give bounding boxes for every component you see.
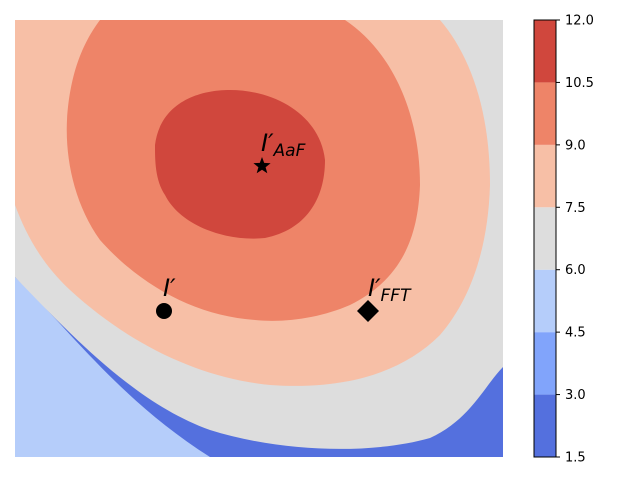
colorbar-tick-label: 1.5 [565,451,586,466]
point-i-prime: I′ [156,274,176,319]
point-fft: I′FFT [357,274,412,322]
point-aaf: I′AaF [253,129,306,174]
colorbar-tick-label: 6.0 [565,263,586,278]
point-aaf-label-sub: AaF [273,141,306,161]
colorbar-tick-label: 3.0 [565,388,586,403]
colorbar-tick-label: 7.5 [565,201,586,216]
point-aaf-label: I′AaF [261,129,306,161]
colorbar-bands [534,20,556,457]
point-i-prime-label: I′ [163,274,176,302]
point-i-prime-label-main: I′ [163,274,176,302]
colorbar-band [534,82,556,145]
colorbar-tick-label: 12.0 [565,14,594,29]
colorbar: 1.5 3.0 4.5 6.0 7.5 9.0 10.5 12.0 [533,14,594,466]
point-aaf-label-main: I′ [261,129,274,157]
colorbar-tick-label: 4.5 [565,326,586,341]
point-fft-label: I′FFT [368,274,412,306]
colorbar-band [534,332,556,395]
circle-marker [156,303,172,319]
star-marker [253,157,271,174]
colorbar-tick-label: 9.0 [565,138,586,153]
colorbar-ticks: 1.5 3.0 4.5 6.0 7.5 9.0 10.5 12.0 [556,14,594,466]
contour-plot-area [15,20,503,457]
point-fft-label-main: I′ [368,274,381,302]
contour-level-7 [155,90,325,239]
colorbar-band [534,269,556,333]
contour-level-3 [15,277,210,457]
colorbar-tick-label: 10.5 [565,76,594,91]
colorbar-band [534,144,556,208]
colorbar-band [534,394,556,457]
diamond-marker [357,300,379,322]
point-fft-label-sub: FFT [381,286,413,306]
colorbar-band [534,207,556,270]
colorbar-band [534,20,556,83]
colorbar-frame [533,19,557,458]
